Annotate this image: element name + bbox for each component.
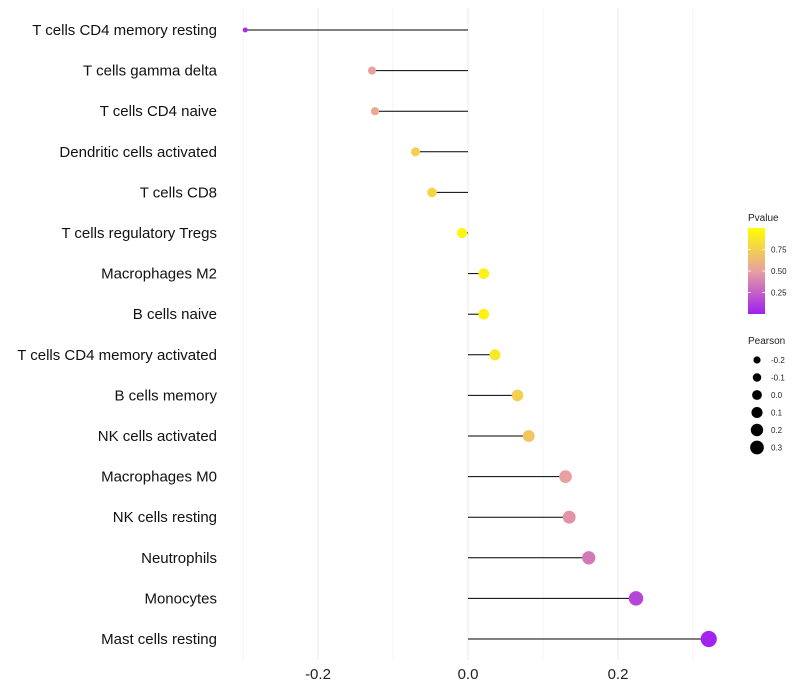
point-t-cells-cd4-memory-activated: [489, 349, 501, 361]
category-label: T cells CD4 memory activated: [17, 347, 217, 364]
point-mast-cells-resting: [700, 630, 717, 648]
color-legend-bar: [748, 228, 765, 314]
size-legend-dot: [751, 406, 763, 419]
point-nk-cells-activated: [522, 430, 535, 442]
size-legend-title: Pearson: [748, 336, 785, 347]
color-legend-label: 0.25: [771, 289, 787, 298]
point-t-cells-gamma-delta: [367, 66, 377, 75]
category-label: T cells regulatory Tregs: [61, 225, 217, 242]
size-legend-dot: [752, 373, 762, 382]
size-legend-label: -0.1: [771, 374, 785, 383]
point-monocytes: [628, 591, 644, 606]
size-legend-dot: [750, 423, 764, 437]
y-axis-labels: T cells CD4 memory resting T cells gamma …: [17, 22, 217, 648]
category-label: Neutrophils: [141, 550, 217, 567]
category-label: Macrophages M0: [101, 469, 217, 486]
point-b-cells-memory: [511, 389, 524, 402]
category-label: B cells naive: [133, 306, 217, 323]
size-legend-label: 0.1: [771, 409, 783, 418]
category-label: T cells gamma delta: [83, 63, 218, 80]
size-legend-dot: [752, 390, 762, 400]
legends: Pvalue 0.75 0.50 0.25 Pearson -0.2 -0.1 0.0 0…: [748, 213, 787, 455]
x-axis-ticks: -0.2 0.0 0.2: [305, 666, 628, 683]
point-t-cells-cd8: [427, 187, 437, 198]
color-legend-label: 0.50: [771, 267, 787, 276]
point-macrophages-m2: [478, 268, 490, 279]
x-tick-label: 0.0: [458, 666, 479, 683]
size-legend-dot: [750, 440, 764, 455]
color-legend-label: 0.75: [771, 246, 787, 255]
category-label: Macrophages M2: [101, 266, 217, 283]
point-t-cells-cd4-memory-resting: [242, 27, 248, 33]
category-label: NK cells activated: [98, 428, 217, 445]
x-tick-label: -0.2: [305, 666, 331, 683]
x-tick-label: 0.2: [608, 666, 629, 683]
category-label: Dendritic cells activated: [59, 144, 217, 161]
category-label: Monocytes: [144, 590, 217, 607]
point-dendritic-cells-activated: [410, 147, 421, 157]
size-legend-dot: [753, 356, 761, 364]
size-legend-label: 0.2: [771, 426, 783, 435]
size-legend-label: 0.0: [771, 391, 783, 400]
category-label: T cells CD8: [140, 184, 217, 201]
category-label: NK cells resting: [113, 509, 217, 526]
color-legend-title: Pvalue: [748, 213, 779, 224]
point-t-cells-cd4-naive: [370, 107, 380, 116]
category-label: T cells CD4 memory resting: [32, 22, 217, 39]
stems: [245, 29, 709, 640]
point-t-cells-regulatory-tregs: [456, 227, 468, 239]
points: [242, 27, 717, 648]
category-label: T cells CD4 naive: [100, 103, 217, 120]
size-legend-label: 0.3: [771, 444, 783, 453]
category-label: B cells memory: [114, 387, 217, 404]
point-macrophages-m0: [559, 470, 572, 483]
point-nk-cells-resting: [562, 510, 576, 524]
grid: [242, 8, 694, 660]
category-label: Mast cells resting: [101, 631, 217, 648]
point-neutrophils: [582, 551, 596, 565]
size-legend-label: -0.2: [771, 356, 785, 365]
point-b-cells-naive: [478, 308, 490, 320]
